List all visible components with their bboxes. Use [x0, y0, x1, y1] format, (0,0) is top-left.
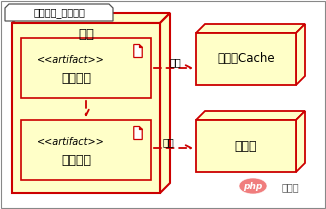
- Text: php: php: [243, 182, 263, 191]
- Text: 数据库: 数据库: [235, 139, 257, 153]
- Polygon shape: [139, 126, 142, 129]
- Polygon shape: [134, 126, 142, 139]
- Polygon shape: [12, 13, 170, 23]
- Ellipse shape: [239, 178, 267, 194]
- Text: <<artifact>>: <<artifact>>: [37, 55, 105, 65]
- Text: 读取: 读取: [163, 137, 175, 147]
- Polygon shape: [160, 13, 170, 193]
- Text: <<artifact>>: <<artifact>>: [37, 137, 105, 147]
- Polygon shape: [134, 45, 142, 57]
- Text: 应用程序: 应用程序: [61, 71, 91, 84]
- Polygon shape: [296, 24, 305, 85]
- Polygon shape: [5, 4, 113, 21]
- Polygon shape: [196, 120, 296, 172]
- Polygon shape: [21, 120, 151, 180]
- Text: 应用: 应用: [78, 28, 94, 41]
- Polygon shape: [196, 111, 305, 120]
- Polygon shape: [196, 33, 296, 85]
- Polygon shape: [139, 45, 142, 47]
- Polygon shape: [296, 111, 305, 172]
- Text: 电商案例_缓存设计: 电商案例_缓存设计: [33, 8, 85, 18]
- Polygon shape: [196, 24, 305, 33]
- Text: 访问: 访问: [170, 57, 182, 67]
- Polygon shape: [21, 38, 151, 98]
- Polygon shape: [12, 23, 160, 193]
- Text: 中文网: 中文网: [281, 182, 299, 192]
- Text: 本地缓存: 本地缓存: [61, 153, 91, 167]
- Text: 分布式Cache: 分布式Cache: [217, 52, 275, 65]
